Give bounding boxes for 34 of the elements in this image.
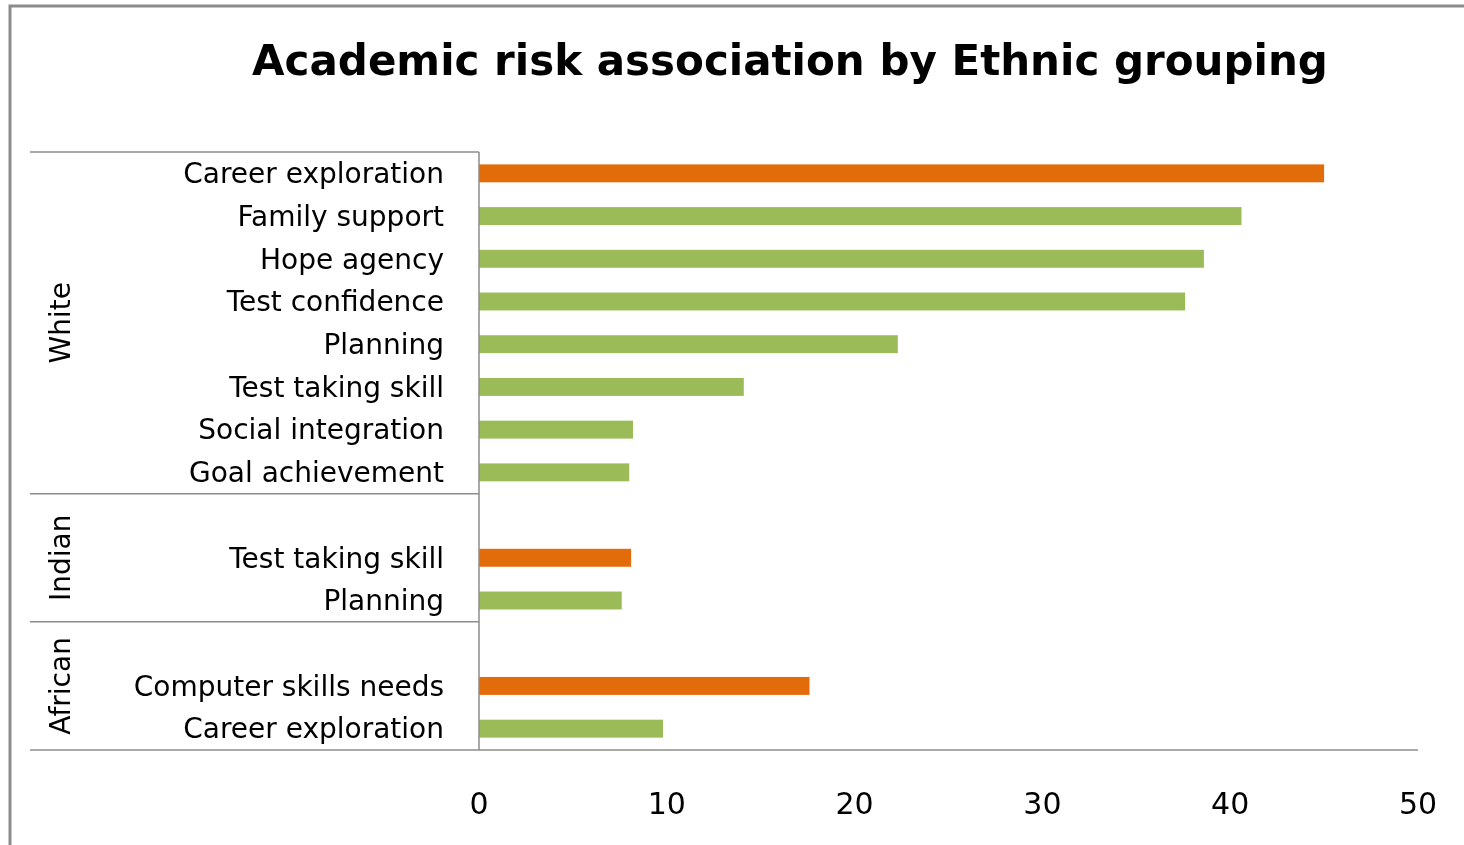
text: White — [44, 282, 77, 364]
y-tick-label: Test taking skill — [228, 541, 444, 575]
y-tick-label: Family support — [237, 199, 445, 233]
x-tick-label: 10 — [647, 786, 686, 821]
x-tick-label: 0 — [469, 786, 489, 821]
bar — [479, 591, 622, 610]
bar — [479, 676, 810, 695]
bar — [479, 719, 664, 738]
y-tick-label: Planning — [323, 584, 444, 618]
x-tick-label: 20 — [835, 786, 874, 821]
text: Indian — [44, 514, 77, 602]
y-tick-label: Career exploration — [183, 712, 444, 746]
bar — [479, 335, 898, 354]
y-tick-label: Planning — [323, 328, 444, 362]
bar — [479, 548, 632, 567]
bar — [479, 377, 744, 396]
bar — [479, 292, 1186, 311]
y-tick-label: Social integration — [198, 413, 444, 447]
y-tick-label: Test confidence — [225, 285, 444, 319]
y-tick-label: Test taking skill — [228, 370, 444, 404]
bar — [479, 463, 630, 482]
bar — [479, 164, 1325, 183]
bar — [479, 207, 1242, 226]
x-tick-label: 30 — [1023, 786, 1062, 821]
y-tick-label: Goal achievement — [189, 456, 445, 490]
x-tick-label: 40 — [1211, 786, 1250, 821]
text: African — [44, 637, 77, 735]
y-tick-label: Career exploration — [183, 157, 444, 191]
chart-title: Academic risk association by Ethnic grouping — [252, 36, 1328, 85]
x-tick-label: 50 — [1398, 786, 1438, 821]
bar — [479, 249, 1204, 268]
y-tick-label: Hope agency — [260, 242, 444, 276]
y-tick-label: Computer skills needs — [133, 669, 444, 703]
bar — [479, 420, 633, 439]
